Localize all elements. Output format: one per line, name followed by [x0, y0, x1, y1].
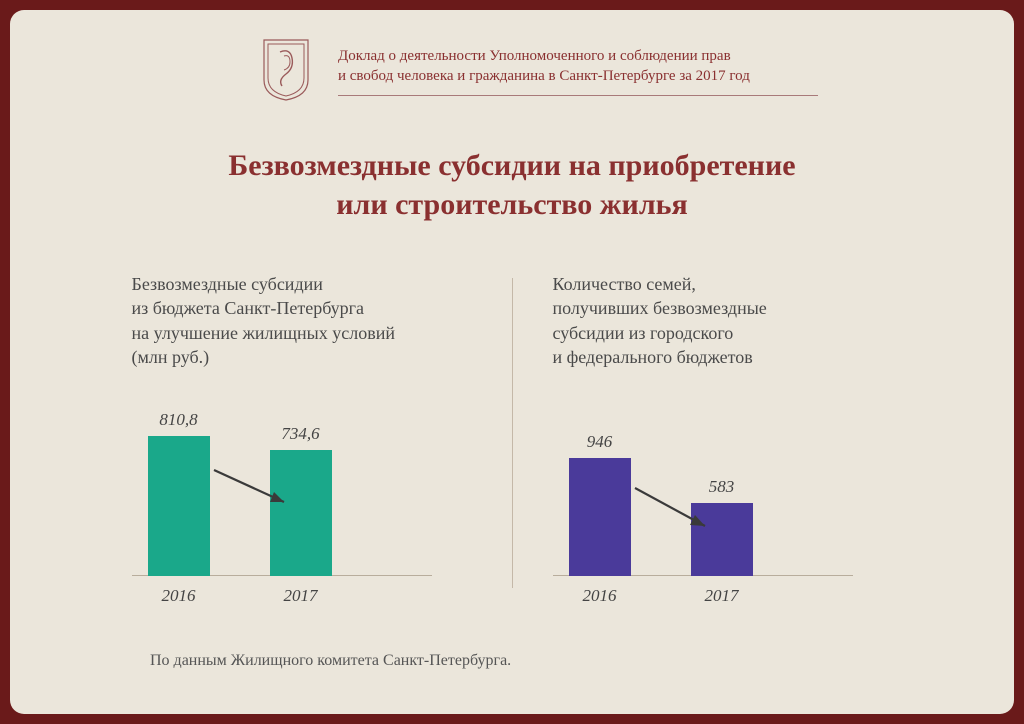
chart-left-value-0: 810,8	[159, 410, 197, 430]
charts-row: Безвозмездные субсидии из бюджета Санкт-…	[50, 272, 974, 604]
title-line2: или строительство жилья	[336, 188, 688, 221]
chart-left-bars: 810,8 2016 734,6 2017	[132, 404, 472, 604]
chart-right-title: Количество семей, получивших безвозмездн…	[553, 272, 893, 370]
main-title: Безвозмездные субсидии на приобретение и…	[50, 146, 974, 224]
header-subtitle-line2: и свобод человека и гражданина в Санкт-П…	[338, 68, 750, 84]
footer-note: По данным Жилищного комитета Санкт-Петер…	[150, 652, 974, 670]
bar	[691, 503, 753, 576]
bar	[148, 436, 210, 576]
chart-right-bar-2016: 946 2016	[569, 432, 631, 576]
page: Доклад о деятельности Уполномоченного и …	[10, 10, 1014, 714]
emblem-icon	[260, 38, 312, 102]
chart-right-year-0: 2016	[583, 586, 617, 606]
chart-left-bar-2016: 810,8 2016	[148, 410, 210, 576]
chart-right-bar-2017: 583 2017	[691, 477, 753, 576]
chart-right-value-0: 946	[587, 432, 613, 452]
bar	[270, 450, 332, 576]
chart-left: Безвозмездные субсидии из бюджета Санкт-…	[132, 272, 512, 604]
chart-right: Количество семей, получивших безвозмездн…	[513, 272, 893, 604]
header-subtitle: Доклад о деятельности Уполномоченного и …	[338, 38, 818, 96]
chart-left-bar-2017: 734,6 2017	[270, 424, 332, 576]
chart-left-value-1: 734,6	[281, 424, 319, 444]
title-line1: Безвозмездные субсидии на приобретение	[228, 149, 795, 182]
chart-right-bars: 946 2016 583 2017	[553, 404, 893, 604]
outer-frame: Доклад о деятельности Уполномоченного и …	[0, 0, 1024, 724]
chart-left-title: Безвозмездные субсидии из бюджета Санкт-…	[132, 272, 472, 370]
header: Доклад о деятельности Уполномоченного и …	[260, 38, 974, 102]
chart-right-value-1: 583	[709, 477, 735, 497]
header-subtitle-line1: Доклад о деятельности Уполномоченного и …	[338, 48, 731, 64]
chart-left-year-0: 2016	[162, 586, 196, 606]
chart-right-year-1: 2017	[705, 586, 739, 606]
chart-left-year-1: 2017	[284, 586, 318, 606]
bar	[569, 458, 631, 576]
